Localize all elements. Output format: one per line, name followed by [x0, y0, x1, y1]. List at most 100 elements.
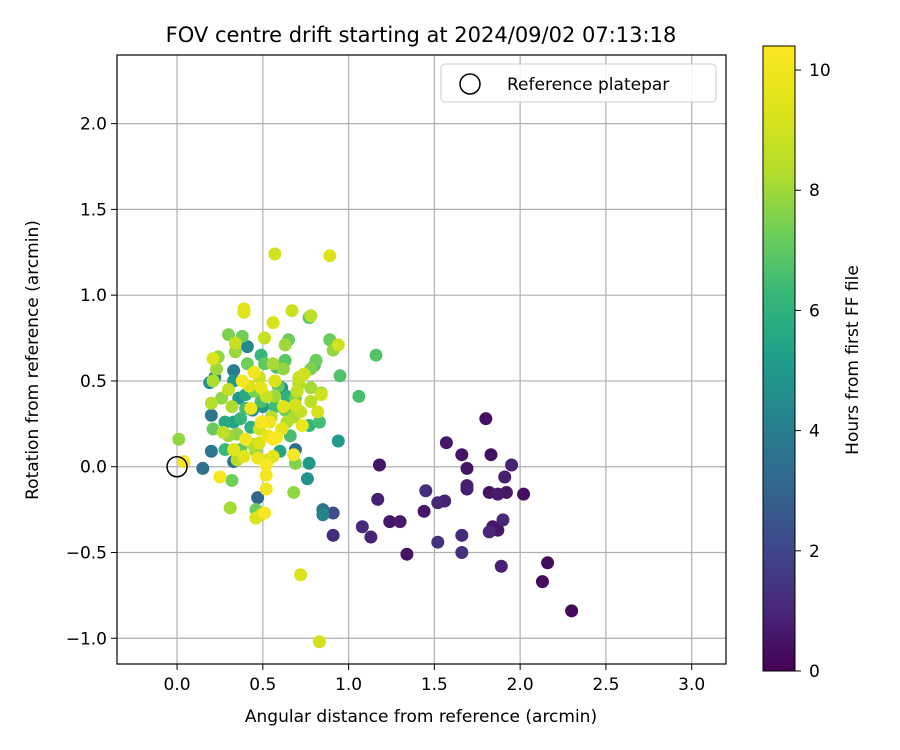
data-point [259, 482, 273, 496]
data-point [206, 374, 220, 388]
data-point [251, 491, 265, 505]
data-point [206, 422, 220, 436]
data-point [400, 547, 414, 561]
data-point [266, 432, 280, 446]
data-point [312, 635, 326, 649]
x-tick-label: 2.0 [507, 675, 534, 695]
y-tick-label: 0.0 [80, 458, 107, 478]
x-tick-label: 1.5 [421, 675, 448, 695]
data-point [287, 485, 301, 499]
data-point [482, 525, 496, 539]
legend: Reference platepar [440, 63, 717, 103]
data-point [326, 528, 340, 542]
data-point [266, 357, 280, 371]
colorbar-label: Hours from first FF file [843, 265, 863, 455]
x-axis-label: Angular distance from reference (arcmin) [245, 707, 597, 727]
data-point [431, 535, 445, 549]
y-axis-label: Rotation from reference (arcmin) [23, 220, 43, 500]
x-tick-label: 1.0 [335, 675, 362, 695]
data-point [364, 530, 378, 544]
data-point [383, 515, 397, 529]
data-point [304, 309, 318, 323]
data-point [204, 396, 218, 410]
data-point [259, 468, 273, 482]
data-point [276, 362, 290, 376]
data-point [479, 412, 493, 426]
data-point [258, 331, 272, 345]
data-point [371, 492, 385, 506]
chart-title: FOV centre drift starting at 2024/09/02 … [166, 23, 677, 47]
y-tick-label: −1.0 [66, 629, 107, 649]
data-point [494, 559, 508, 573]
data-point [460, 461, 474, 475]
data-point [218, 415, 232, 429]
data-point [300, 472, 314, 486]
y-tick-label: −0.5 [66, 543, 107, 563]
data-point [278, 338, 292, 352]
x-axis-ticks: 0.0 0.5 1.0 1.5 2.0 2.5 3.0 [164, 664, 705, 695]
data-point [216, 425, 230, 439]
data-point [304, 395, 318, 409]
data-point [266, 316, 280, 330]
data-point [227, 443, 241, 457]
data-point [213, 470, 227, 484]
data-point [331, 434, 345, 448]
data-point [227, 364, 241, 378]
data-point [297, 367, 311, 381]
data-point [196, 461, 210, 475]
y-tick-label: 1.5 [80, 200, 107, 220]
y-tick-label: 0.5 [80, 372, 107, 392]
legend-box [440, 63, 717, 103]
data-point [258, 506, 272, 520]
data-point [455, 528, 469, 542]
legend-marker [459, 73, 481, 95]
data-point [285, 304, 299, 318]
data-point [352, 389, 366, 403]
colorbar-gradient [762, 45, 796, 672]
plot-frame [116, 54, 727, 665]
data-point [254, 415, 268, 429]
data-points [172, 247, 579, 649]
data-point [223, 501, 237, 515]
colorbar-tick-label: 10 [809, 61, 831, 81]
data-point [491, 487, 505, 501]
colorbar: 0 2 4 6 8 10 Hours from first FF file [762, 45, 863, 682]
data-point [369, 348, 383, 362]
data-point [268, 374, 282, 388]
data-point [316, 508, 330, 522]
data-point [228, 336, 242, 350]
data-point [372, 458, 386, 472]
colorbar-tick-label: 2 [809, 542, 820, 562]
data-point [517, 487, 531, 501]
x-tick-label: 0.0 [164, 675, 191, 695]
data-point [455, 448, 469, 462]
data-point [439, 436, 453, 450]
y-tick-label: 1.0 [80, 286, 107, 306]
data-point [172, 432, 186, 446]
data-point [268, 247, 282, 261]
colorbar-tick-label: 0 [809, 662, 820, 682]
data-point [505, 458, 519, 472]
x-tick-label: 2.5 [592, 675, 619, 695]
x-tick-label: 3.0 [678, 675, 705, 695]
data-point [222, 383, 236, 397]
data-point [294, 568, 308, 582]
data-point [484, 448, 498, 462]
data-point [311, 405, 325, 419]
data-point [254, 381, 268, 395]
data-point [225, 400, 239, 414]
colorbar-tick-label: 6 [809, 301, 820, 321]
reference-point-marker [166, 455, 188, 478]
data-point [244, 401, 258, 415]
colorbar-tick-label: 8 [809, 181, 820, 201]
colorbar-ticks: 0 2 4 6 8 10 [795, 61, 831, 682]
data-point [237, 302, 251, 316]
data-point [314, 388, 328, 402]
data-point [419, 484, 433, 498]
data-point [295, 419, 309, 433]
data-point [276, 400, 290, 414]
data-point [247, 365, 261, 379]
data-point [237, 449, 251, 463]
data-point [460, 479, 474, 493]
data-point [290, 384, 304, 398]
